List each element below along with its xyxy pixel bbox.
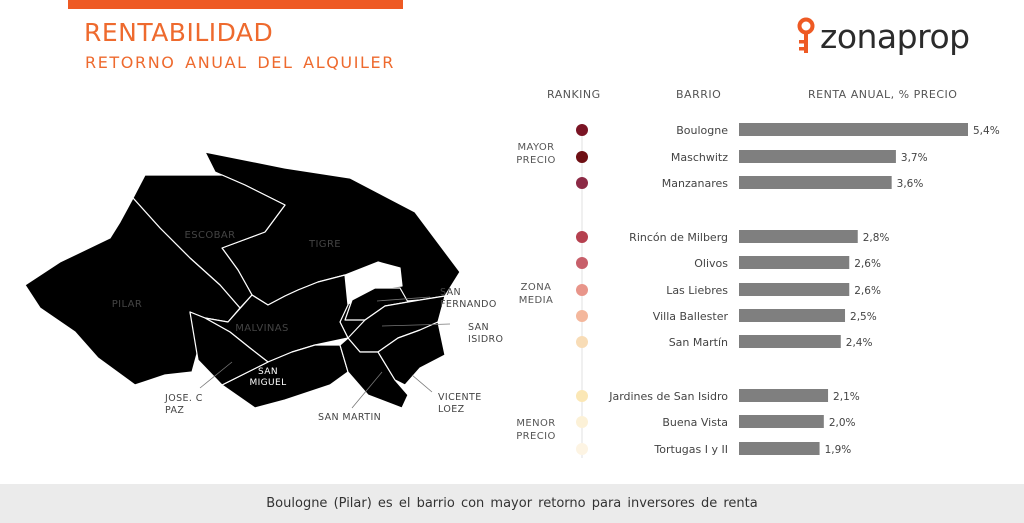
map-region-jose-c-paz <box>189 311 269 386</box>
bar <box>739 442 820 455</box>
map-label-san-fernando: SAN FERNANDO <box>440 287 497 310</box>
map-label-pilar: PILAR <box>112 299 143 310</box>
ranking-dot <box>576 257 588 269</box>
brand-name: zonaprop <box>820 16 970 56</box>
category-label: Tortugas I y II <box>653 443 728 456</box>
page-title: RENTABILIDAD <box>84 18 274 47</box>
bar <box>739 309 846 322</box>
bar <box>739 389 829 402</box>
ranking-dot <box>576 390 588 402</box>
bar <box>739 176 892 189</box>
map-label-malvinas: MALVINAS <box>235 323 289 334</box>
value-label: 2,6% <box>854 285 881 297</box>
key-icon <box>797 17 815 53</box>
category-label: Las Liebres <box>666 284 728 297</box>
category-label: San Martín <box>669 336 728 349</box>
value-label: 5,4% <box>973 125 1000 137</box>
value-label: 3,7% <box>901 152 928 164</box>
rent-bar-chart: Boulogne 5,4% Maschwitz 3,7% Manzanares 3,6% R… <box>576 123 1000 458</box>
map-region-vicente-loez <box>377 321 446 386</box>
ranking-dot <box>576 416 588 428</box>
ranking-dot <box>576 177 588 189</box>
map-region-san-martin <box>339 337 409 409</box>
category-label: Villa Ballester <box>653 310 729 323</box>
ranking-dot <box>576 284 588 296</box>
value-label: 1,9% <box>825 444 852 456</box>
bar <box>739 283 850 296</box>
map-label-jose-c-paz: JOSE. C PAZ <box>164 393 203 416</box>
group-label-media: ZONA MEDIA <box>518 282 554 306</box>
map-label-san-isidro: SAN ISIDRO <box>468 322 503 345</box>
ranking-dot <box>576 336 588 348</box>
ranking-dot <box>576 151 588 163</box>
map-label-san-miguel: SAN MIGUEL <box>249 367 286 388</box>
ranking-dot <box>576 443 588 455</box>
group-label-menor: MENOR PRECIO <box>516 418 556 442</box>
map-label-vicente-loez: VICENTE LOEZ <box>438 392 482 415</box>
value-label: 2,5% <box>850 311 877 323</box>
ranking-dot <box>576 124 588 136</box>
value-label: 2,1% <box>833 391 860 403</box>
region-map: TIGRE ESCOBAR PILAR MALVINAS SAN MIGUEL S… <box>24 151 503 423</box>
footer-note: Boulogne (Pilar) es el barrio con mayor … <box>0 484 1024 523</box>
ranking-dot <box>576 310 588 322</box>
category-label: Rincón de Milberg <box>629 231 728 244</box>
column-header-renta: RENTA ANUAL, % PRECIO <box>808 88 958 101</box>
category-label: Olivos <box>694 257 728 270</box>
category-label: Boulogne <box>676 124 728 137</box>
brand-logo: zonaprop <box>796 14 970 58</box>
category-label: Maschwitz <box>671 151 728 164</box>
value-label: 2,4% <box>846 337 873 349</box>
category-label: Manzanares <box>662 177 728 190</box>
value-label: 2,6% <box>854 258 881 270</box>
map-label-tigre: TIGRE <box>308 239 341 250</box>
value-label: 2,0% <box>829 417 856 429</box>
map-label-san-martin: SAN MARTIN <box>318 412 381 423</box>
value-label: 3,6% <box>897 178 924 190</box>
bar <box>739 256 850 269</box>
category-label: Jardines de San Isidro <box>608 390 728 403</box>
value-label: 2,8% <box>863 232 890 244</box>
ranking-dot <box>576 231 588 243</box>
bar <box>739 335 841 348</box>
column-header-barrio: BARRIO <box>676 88 722 101</box>
page-subtitle: RETORNO ANUAL DEL ALQUILER <box>85 53 395 72</box>
map-label-escobar: ESCOBAR <box>185 230 236 241</box>
bar <box>739 415 824 428</box>
bar <box>739 150 896 163</box>
group-label-mayor: MAYOR PRECIO <box>516 142 556 166</box>
bar <box>739 230 858 243</box>
category-label: Buena Vista <box>662 416 728 429</box>
bar <box>739 123 968 136</box>
column-header-ranking: RANKING <box>547 88 601 101</box>
top-accent-bar <box>68 0 403 9</box>
